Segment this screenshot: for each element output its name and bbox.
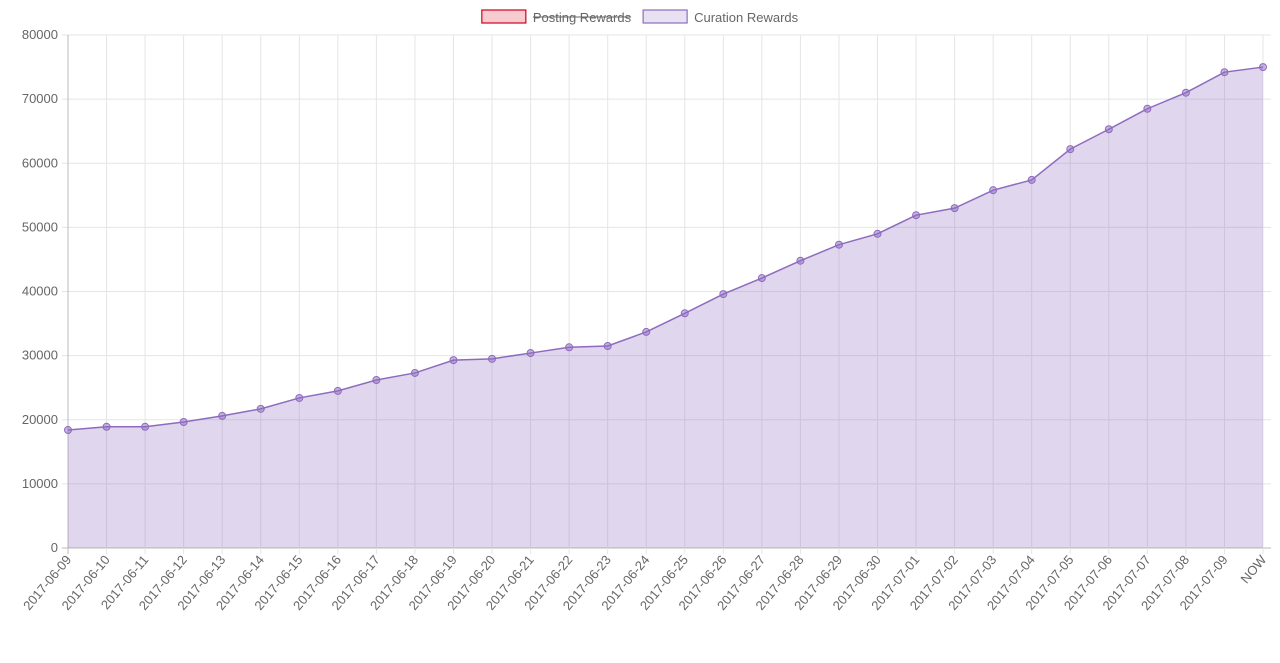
line	[67, 66, 1264, 431]
point	[603, 342, 612, 351]
point	[179, 417, 188, 426]
point	[912, 211, 921, 220]
y-tick-label: 60000	[22, 155, 58, 170]
legend-swatch[interactable]	[481, 9, 527, 24]
point	[642, 327, 651, 336]
legend-label[interactable]: Curation Rewards	[694, 10, 799, 25]
point	[1143, 104, 1152, 113]
point	[449, 356, 458, 365]
point	[989, 186, 998, 195]
y-tick-label: 0	[51, 540, 58, 555]
point	[488, 354, 497, 363]
point	[680, 309, 689, 318]
point	[834, 240, 843, 249]
point	[1181, 88, 1190, 97]
point	[102, 422, 111, 431]
y-tick-label: 20000	[22, 412, 58, 427]
point	[526, 349, 535, 358]
y-tick-label: 10000	[22, 476, 58, 491]
point	[372, 375, 381, 384]
area	[68, 67, 1263, 548]
point	[950, 204, 959, 213]
point	[719, 290, 728, 299]
x-tick-label: NOW	[1237, 552, 1269, 587]
point	[333, 386, 342, 395]
point	[295, 393, 304, 402]
point	[141, 422, 150, 431]
point	[1259, 63, 1267, 72]
point	[256, 404, 265, 413]
point	[1066, 145, 1075, 154]
point	[410, 368, 419, 377]
y-tick-label: 30000	[22, 348, 58, 363]
y-tick-label: 70000	[22, 91, 58, 106]
legend-swatch[interactable]	[642, 9, 688, 24]
point	[64, 426, 72, 435]
point	[1220, 68, 1229, 77]
point	[796, 256, 805, 265]
y-tick-label: 80000	[22, 27, 58, 42]
point	[873, 229, 882, 238]
y-tick-label: 50000	[22, 219, 58, 234]
point	[565, 343, 574, 352]
point	[218, 411, 227, 420]
point	[757, 274, 766, 283]
point	[1104, 125, 1113, 134]
point	[1027, 175, 1036, 184]
y-tick-label: 40000	[22, 284, 58, 299]
